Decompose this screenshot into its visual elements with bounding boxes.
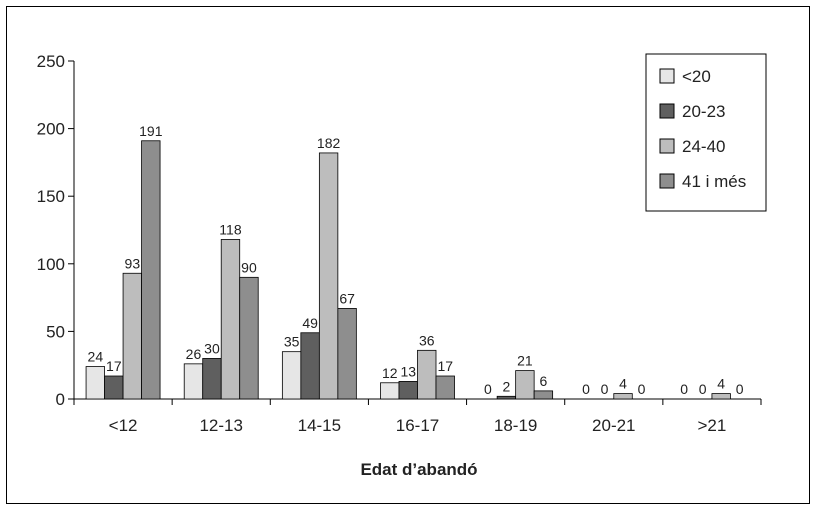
data-label: 4 <box>619 376 627 392</box>
data-label: 49 <box>302 315 318 331</box>
data-label: 4 <box>717 376 725 392</box>
data-label: 0 <box>601 381 609 397</box>
data-label: 26 <box>186 346 202 362</box>
bar <box>122 272 142 400</box>
legend-swatch <box>659 68 675 84</box>
x-tick-label: 18-19 <box>494 416 537 435</box>
bar <box>496 395 517 400</box>
bar <box>85 366 105 400</box>
bar <box>515 370 535 400</box>
data-label: 118 <box>219 221 242 237</box>
data-label: 35 <box>284 334 300 350</box>
data-label: 0 <box>582 381 590 397</box>
data-label: 17 <box>437 358 453 374</box>
x-axis-title: Edat d’abandó <box>360 460 477 479</box>
bar <box>435 375 455 400</box>
legend-label: <20 <box>682 67 711 86</box>
legend-swatch <box>659 173 675 189</box>
legend-label: 20-23 <box>682 102 725 121</box>
bar <box>711 393 731 400</box>
x-tick-label: 16-17 <box>396 416 439 435</box>
bar <box>300 332 320 400</box>
bars <box>85 140 731 400</box>
y-tick-label: 250 <box>37 52 65 71</box>
bar <box>202 358 222 400</box>
bar <box>183 363 204 400</box>
y-tick-label: 200 <box>37 120 65 139</box>
legend: <20 20-23 24-40 41 i més <box>645 53 767 212</box>
data-label: 12 <box>382 365 398 381</box>
bar <box>318 152 339 400</box>
bar <box>380 382 400 400</box>
bar <box>613 393 633 400</box>
legend-swatch <box>659 138 675 154</box>
x-tick-label: 20-21 <box>592 416 635 435</box>
bar <box>337 308 357 400</box>
data-label: 30 <box>204 340 220 356</box>
legend-label: 41 i més <box>682 172 746 191</box>
data-label: 0 <box>484 381 492 397</box>
bar <box>220 239 241 400</box>
y-tick-label: 0 <box>56 390 65 409</box>
data-label: 182 <box>317 135 341 151</box>
bar <box>239 276 259 400</box>
y-tick-label: 50 <box>46 322 65 341</box>
data-label: 191 <box>139 123 163 139</box>
data-label: 2 <box>502 378 510 394</box>
x-tick-label: 12-13 <box>199 416 242 435</box>
data-label: 24 <box>88 349 104 365</box>
bar <box>417 349 437 400</box>
y-tick-label: 150 <box>37 187 65 206</box>
x-tick-label: <12 <box>109 416 138 435</box>
data-label: 13 <box>400 363 416 379</box>
data-label: 0 <box>699 381 707 397</box>
bar <box>398 381 418 400</box>
data-label: 21 <box>517 353 533 369</box>
data-label: 67 <box>339 290 355 306</box>
legend-swatch <box>659 103 675 119</box>
bar <box>141 140 161 400</box>
legend-label: 24-40 <box>682 137 725 156</box>
data-label: 17 <box>106 358 122 374</box>
data-label: 0 <box>736 381 744 397</box>
data-label: 36 <box>419 332 435 348</box>
data-label: 90 <box>241 259 257 275</box>
bar <box>281 351 302 400</box>
y-tick-label: 100 <box>37 255 65 274</box>
x-tick-label: >21 <box>698 416 727 435</box>
bar <box>533 390 554 400</box>
chart-frame: 0 50 100 150 200 250 <12 12-13 14-15 16-17 18-19 20… <box>6 6 810 504</box>
data-label: 6 <box>539 373 547 389</box>
x-tick-label: 14-15 <box>298 416 341 435</box>
bar <box>104 375 124 400</box>
data-label: 93 <box>125 255 141 271</box>
data-label: 0 <box>638 381 646 397</box>
data-label: 0 <box>680 381 688 397</box>
